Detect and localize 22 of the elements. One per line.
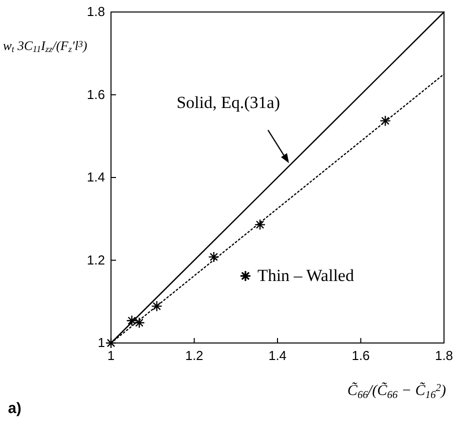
- point: [126, 315, 138, 326]
- x-axis-title: C̃$_{66}$/(C̃$_{66}$ − C̃$_{16}$$^{2}$): [347, 381, 446, 401]
- point: [208, 251, 220, 263]
- y-tick-label: 1.4: [86, 170, 105, 185]
- y-tick-label: 1.8: [86, 4, 105, 20]
- point: [105, 337, 117, 349]
- x-tick-label: 1.6: [352, 348, 370, 364]
- y-tick-label: 1.2: [86, 252, 105, 268]
- x-tick-label: 1: [107, 348, 115, 364]
- point: [380, 115, 391, 126]
- point: [151, 300, 162, 312]
- legend-label: Thin – Walled: [257, 266, 354, 285]
- text: w$_{t}$ 3C$_{11}$I$_{zz}$/(F$_{z}$′l$^{3}$): [3, 38, 88, 54]
- annotation: Solid, Eq.(31a): [176, 93, 280, 112]
- x-tick-label: 1.4: [268, 348, 287, 364]
- y-tick-label: 1: [98, 335, 105, 350]
- y-tick-label: 1.6: [86, 86, 105, 102]
- text: a): [8, 400, 22, 417]
- x-tick-label: 1.2: [185, 348, 204, 364]
- point: [134, 317, 145, 328]
- x-tick-label: 1.8: [434, 348, 454, 364]
- point: [254, 219, 266, 230]
